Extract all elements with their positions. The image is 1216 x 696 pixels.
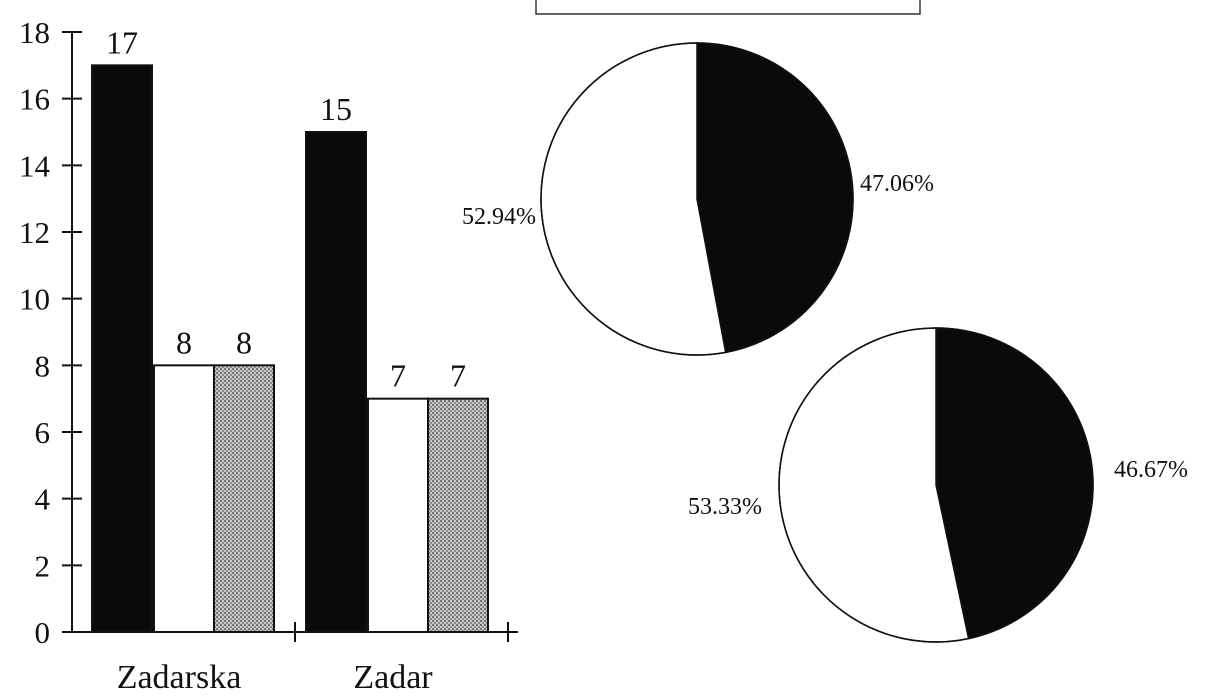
pie-slice [696,42,854,354]
y-tick-label: 14 [19,148,51,183]
bar-data-label: 17 [106,24,138,60]
y-tick-label: 8 [35,348,51,383]
bar-zadar-2 [427,397,489,633]
bar-data-label: 15 [320,91,352,127]
pie-chart-zadar: 46.67% 53.33% [688,327,1188,643]
pie-slice [935,327,1094,640]
bar-zadarska-1 [153,364,215,633]
bar-chart: 0 2 4 6 8 10 12 14 16 18 17 8 8 Zadarska 15 7 7 Zadar [19,15,518,696]
legend-box [535,0,921,15]
pie-slice-label: 47.06% [860,171,934,197]
y-tick-label: 12 [19,215,50,250]
pie-slice-label: 46.67% [1114,457,1188,483]
bar-data-label: 8 [236,324,252,360]
pie-outline [778,327,1094,643]
y-tick-label: 0 [35,615,51,650]
y-tick-label: 6 [35,415,51,450]
y-tick-label: 16 [19,82,50,117]
y-tick-label: 4 [35,482,51,517]
pie-chart-zadarska: 47.06% 52.94% [462,42,934,356]
category-label-zadarska: Zadarska [117,659,242,696]
y-tick-label: 10 [19,282,50,317]
bar-data-label: 7 [450,358,466,394]
bar-zadarska-0 [91,64,153,634]
bar-zadar-0 [305,131,367,633]
category-label-zadar: Zadar [353,659,433,696]
pie-outline [540,42,854,356]
pie-slice-label: 53.33% [688,494,762,520]
y-tick-label: 2 [35,548,51,583]
bar-data-label: 7 [390,358,406,394]
y-tick-label: 18 [19,15,50,50]
bar-data-label: 8 [176,324,192,360]
bar-zadarska-2 [213,364,275,633]
bar-zadar-1 [367,397,429,633]
pie-slice-label: 52.94% [462,204,536,230]
